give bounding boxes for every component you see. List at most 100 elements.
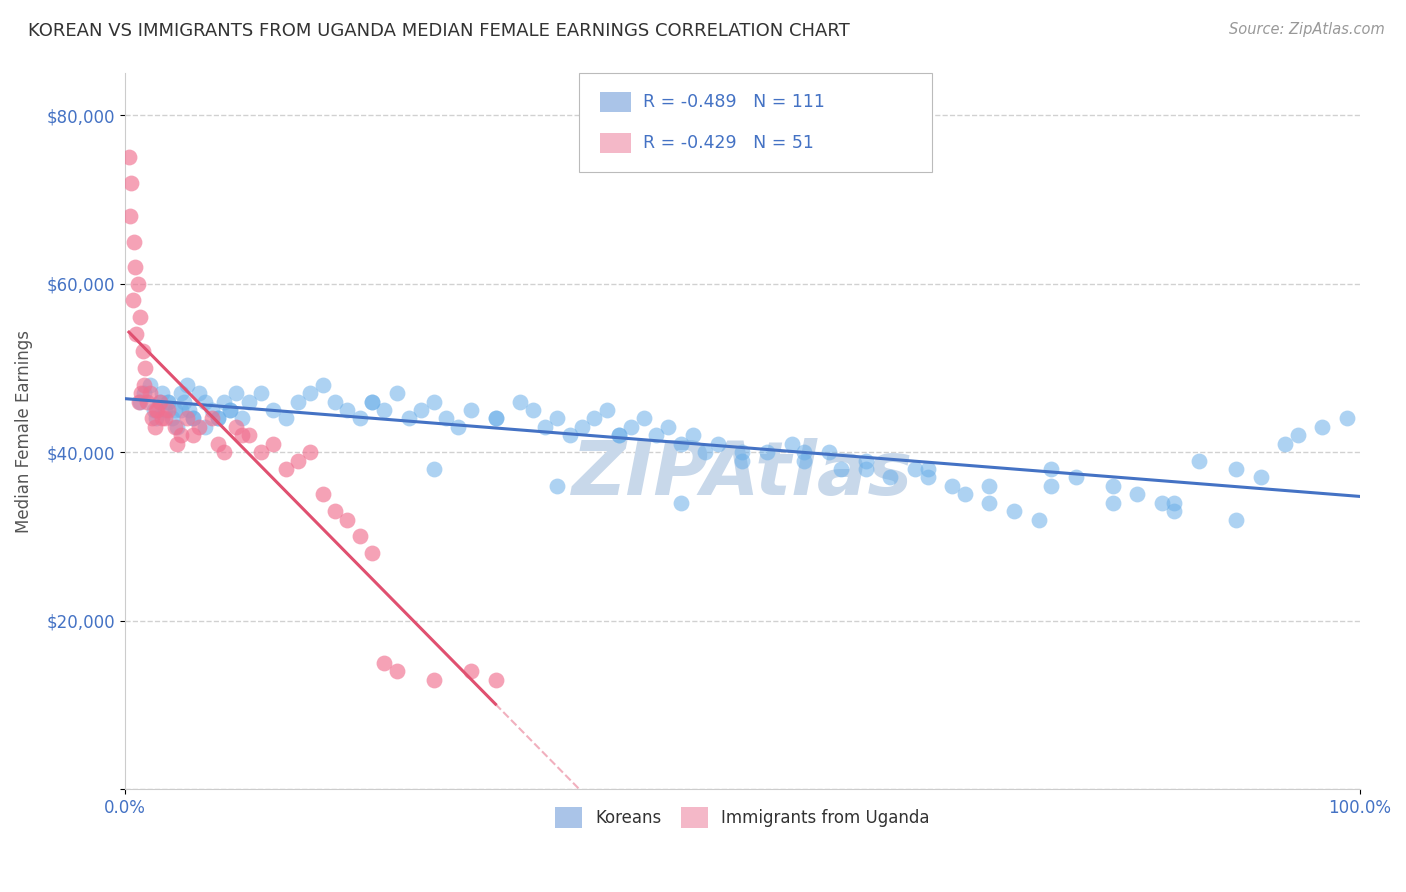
Point	[250, 386, 273, 401]
Point	[212, 394, 235, 409]
Point	[238, 394, 260, 409]
Point	[1039, 479, 1062, 493]
Point	[349, 411, 371, 425]
Point	[571, 420, 593, 434]
Point	[149, 394, 172, 409]
Point	[855, 462, 877, 476]
Point	[460, 665, 482, 679]
Point	[212, 445, 235, 459]
Point	[917, 470, 939, 484]
Point	[373, 656, 395, 670]
Point	[1101, 479, 1123, 493]
Point	[157, 394, 180, 409]
Point	[1064, 470, 1087, 484]
Point	[546, 479, 568, 493]
Point	[166, 436, 188, 450]
Point	[669, 496, 692, 510]
Point	[411, 403, 433, 417]
Point	[323, 394, 346, 409]
Point	[274, 411, 297, 425]
Point	[336, 512, 359, 526]
Point	[312, 487, 335, 501]
Point	[1039, 462, 1062, 476]
Point	[373, 403, 395, 417]
Point	[145, 403, 167, 417]
Point	[231, 428, 253, 442]
Point	[179, 403, 201, 417]
Point	[118, 150, 141, 164]
Point	[1188, 453, 1211, 467]
Point	[299, 445, 322, 459]
Point	[219, 403, 242, 417]
Point	[207, 411, 229, 425]
Point	[645, 428, 668, 442]
Point	[979, 496, 1001, 510]
Text: KOREAN VS IMMIGRANTS FROM UGANDA MEDIAN FEMALE EARNINGS CORRELATION CHART: KOREAN VS IMMIGRANTS FROM UGANDA MEDIAN …	[28, 22, 849, 40]
Point	[125, 327, 148, 342]
Point	[484, 411, 506, 425]
Point	[595, 403, 617, 417]
Point	[201, 403, 224, 417]
Point	[131, 344, 153, 359]
Point	[731, 445, 754, 459]
Point	[1150, 496, 1173, 510]
Point	[188, 386, 211, 401]
Point	[336, 403, 359, 417]
Point	[250, 445, 273, 459]
Point	[129, 394, 152, 409]
Point	[150, 411, 173, 425]
Point	[941, 479, 963, 493]
Point	[139, 386, 162, 401]
Point	[349, 529, 371, 543]
Text: R = -0.489   N = 111: R = -0.489 N = 111	[643, 93, 824, 111]
Point	[188, 420, 211, 434]
Point	[817, 445, 839, 459]
Point	[447, 420, 470, 434]
Point	[120, 209, 142, 223]
Point	[1274, 436, 1296, 450]
Point	[139, 377, 162, 392]
Point	[170, 428, 193, 442]
Point	[143, 420, 166, 434]
Point	[385, 665, 408, 679]
Point	[385, 386, 408, 401]
Point	[756, 445, 779, 459]
Point	[904, 462, 927, 476]
Point	[149, 394, 172, 409]
Point	[132, 377, 155, 392]
Point	[129, 310, 152, 325]
Point	[176, 377, 198, 392]
Point	[534, 420, 557, 434]
Point	[262, 436, 284, 450]
Point	[1002, 504, 1025, 518]
Point	[361, 546, 384, 560]
Point	[163, 420, 186, 434]
Point	[1126, 487, 1149, 501]
Point	[128, 394, 150, 409]
Point	[176, 411, 198, 425]
Point	[136, 394, 159, 409]
Point	[780, 436, 803, 450]
Point	[607, 428, 630, 442]
Point	[153, 411, 176, 425]
Point	[160, 411, 183, 425]
Point	[207, 436, 229, 450]
Point	[558, 428, 581, 442]
Point	[170, 386, 193, 401]
Point	[238, 428, 260, 442]
Point	[120, 176, 142, 190]
Point	[225, 420, 247, 434]
Point	[181, 428, 204, 442]
Point	[153, 403, 176, 417]
Point	[706, 436, 728, 450]
Point	[1250, 470, 1272, 484]
Point	[299, 386, 322, 401]
Point	[398, 411, 420, 425]
Point	[207, 411, 229, 425]
Point	[460, 403, 482, 417]
Point	[830, 462, 852, 476]
Point	[312, 377, 335, 392]
Point	[731, 453, 754, 467]
Point	[423, 462, 446, 476]
Point	[323, 504, 346, 518]
